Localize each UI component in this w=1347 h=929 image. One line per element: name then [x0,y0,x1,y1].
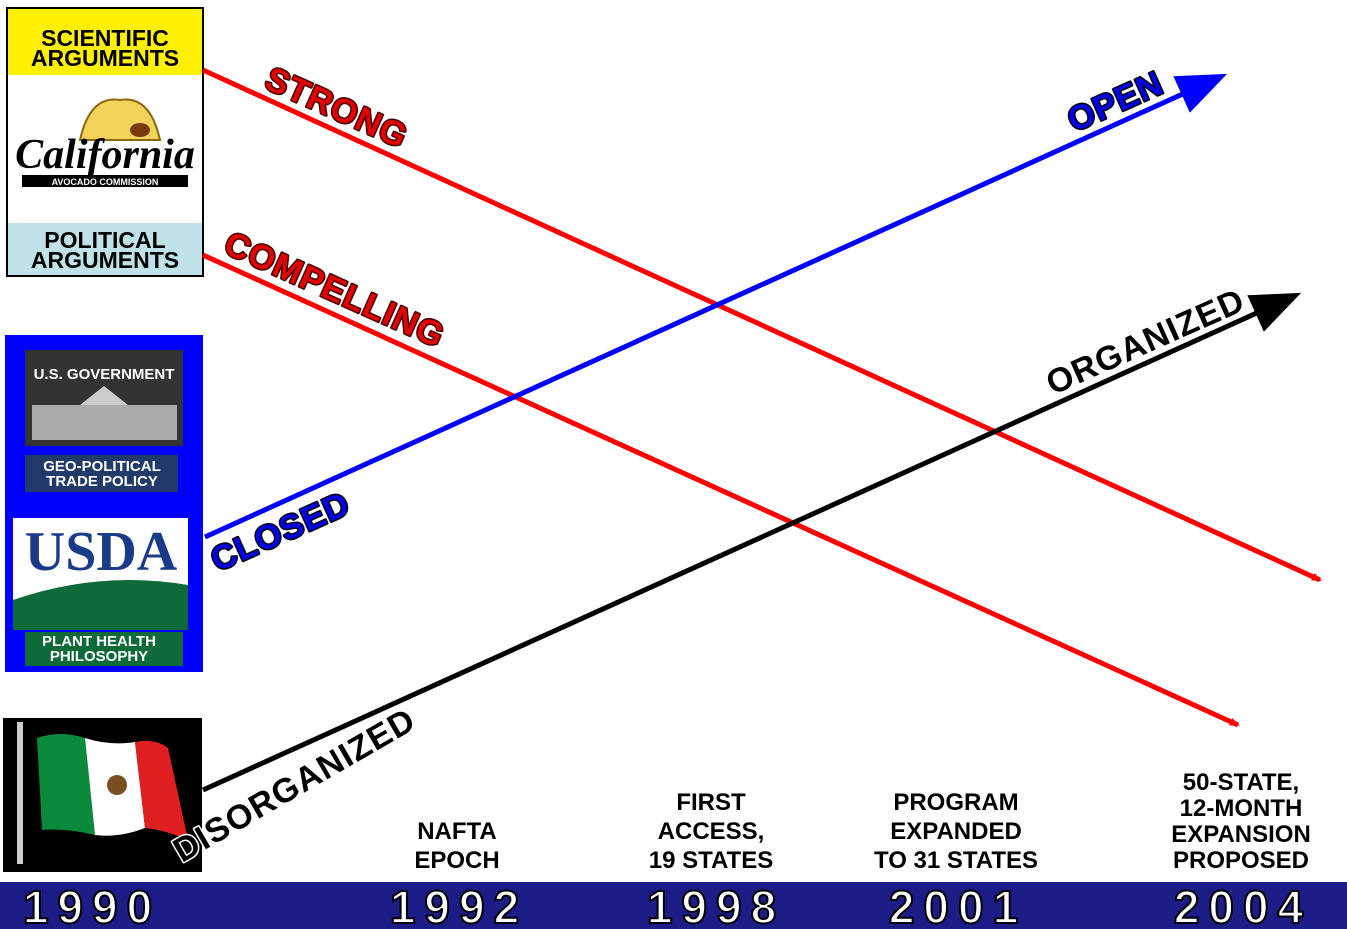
mexico-flag [3,718,202,872]
yellow-box [8,9,202,75]
logo-name: California [15,132,195,178]
year-label: 1990 [23,881,161,929]
event-label: 19 STATES [649,847,773,874]
event-label: TO 31 STATES [874,847,1038,874]
usda-text: USDA [25,521,178,583]
label: SCIENTIFIC [41,25,169,51]
blue-box [8,223,202,275]
event-label: NAFTA [417,818,497,845]
trend-label: CLOSED [205,485,355,580]
label: TRADE POLICY [46,473,158,490]
event-label: 50-STATE, [1183,769,1299,796]
label: ARGUMENTS [31,45,179,71]
trend-label: DISORGANIZED [167,701,422,870]
year-label: 2001 [889,881,1027,929]
building [32,405,177,440]
event-label: EXPANDED [890,818,1022,845]
avocado-logo: California AVOCADO COMMISSION [15,98,195,187]
event-label: EXPANSION [1171,821,1311,848]
label: ARGUMENTS [31,247,179,273]
label: POLITICAL [44,227,165,253]
trend-label: COMPELLING [219,224,451,355]
arrow-strong [201,67,1322,583]
policy-box [25,455,178,492]
event-label: PROPOSED [1173,847,1309,874]
year-label: 2004 [1174,881,1312,929]
government-panel: U.S. GOVERNMENT GEO-POLITICAL TRADE POLI… [5,335,203,672]
year-label: 1998 [647,881,785,929]
event-label: PROGRAM [893,789,1018,816]
trend-label: ORGANIZED [1041,281,1251,402]
trend-label: OPEN [1062,64,1169,140]
timeline-bar [0,882,1347,929]
logo-subtitle: AVOCADO COMMISSION [52,177,159,187]
science-panel: SCIENTIFIC ARGUMENTS California AVOCADO … [6,7,204,277]
event-label: FIRST [676,789,746,816]
year-label: 1992 [390,881,528,929]
label: GEO-POLITICAL [43,458,161,475]
label: PHILOSOPHY [50,648,148,665]
arrow-organized [201,292,1302,793]
arrow-compelling [201,252,1240,728]
event-label: ACCESS, [658,818,765,845]
arrow-open [203,73,1228,540]
event-label: 12-MONTH [1180,795,1303,822]
label: PLANT HEALTH [42,633,156,650]
gov-title: U.S. GOVERNMENT [34,366,175,383]
philosophy-box [25,632,183,666]
event-label: EPOCH [414,847,499,874]
